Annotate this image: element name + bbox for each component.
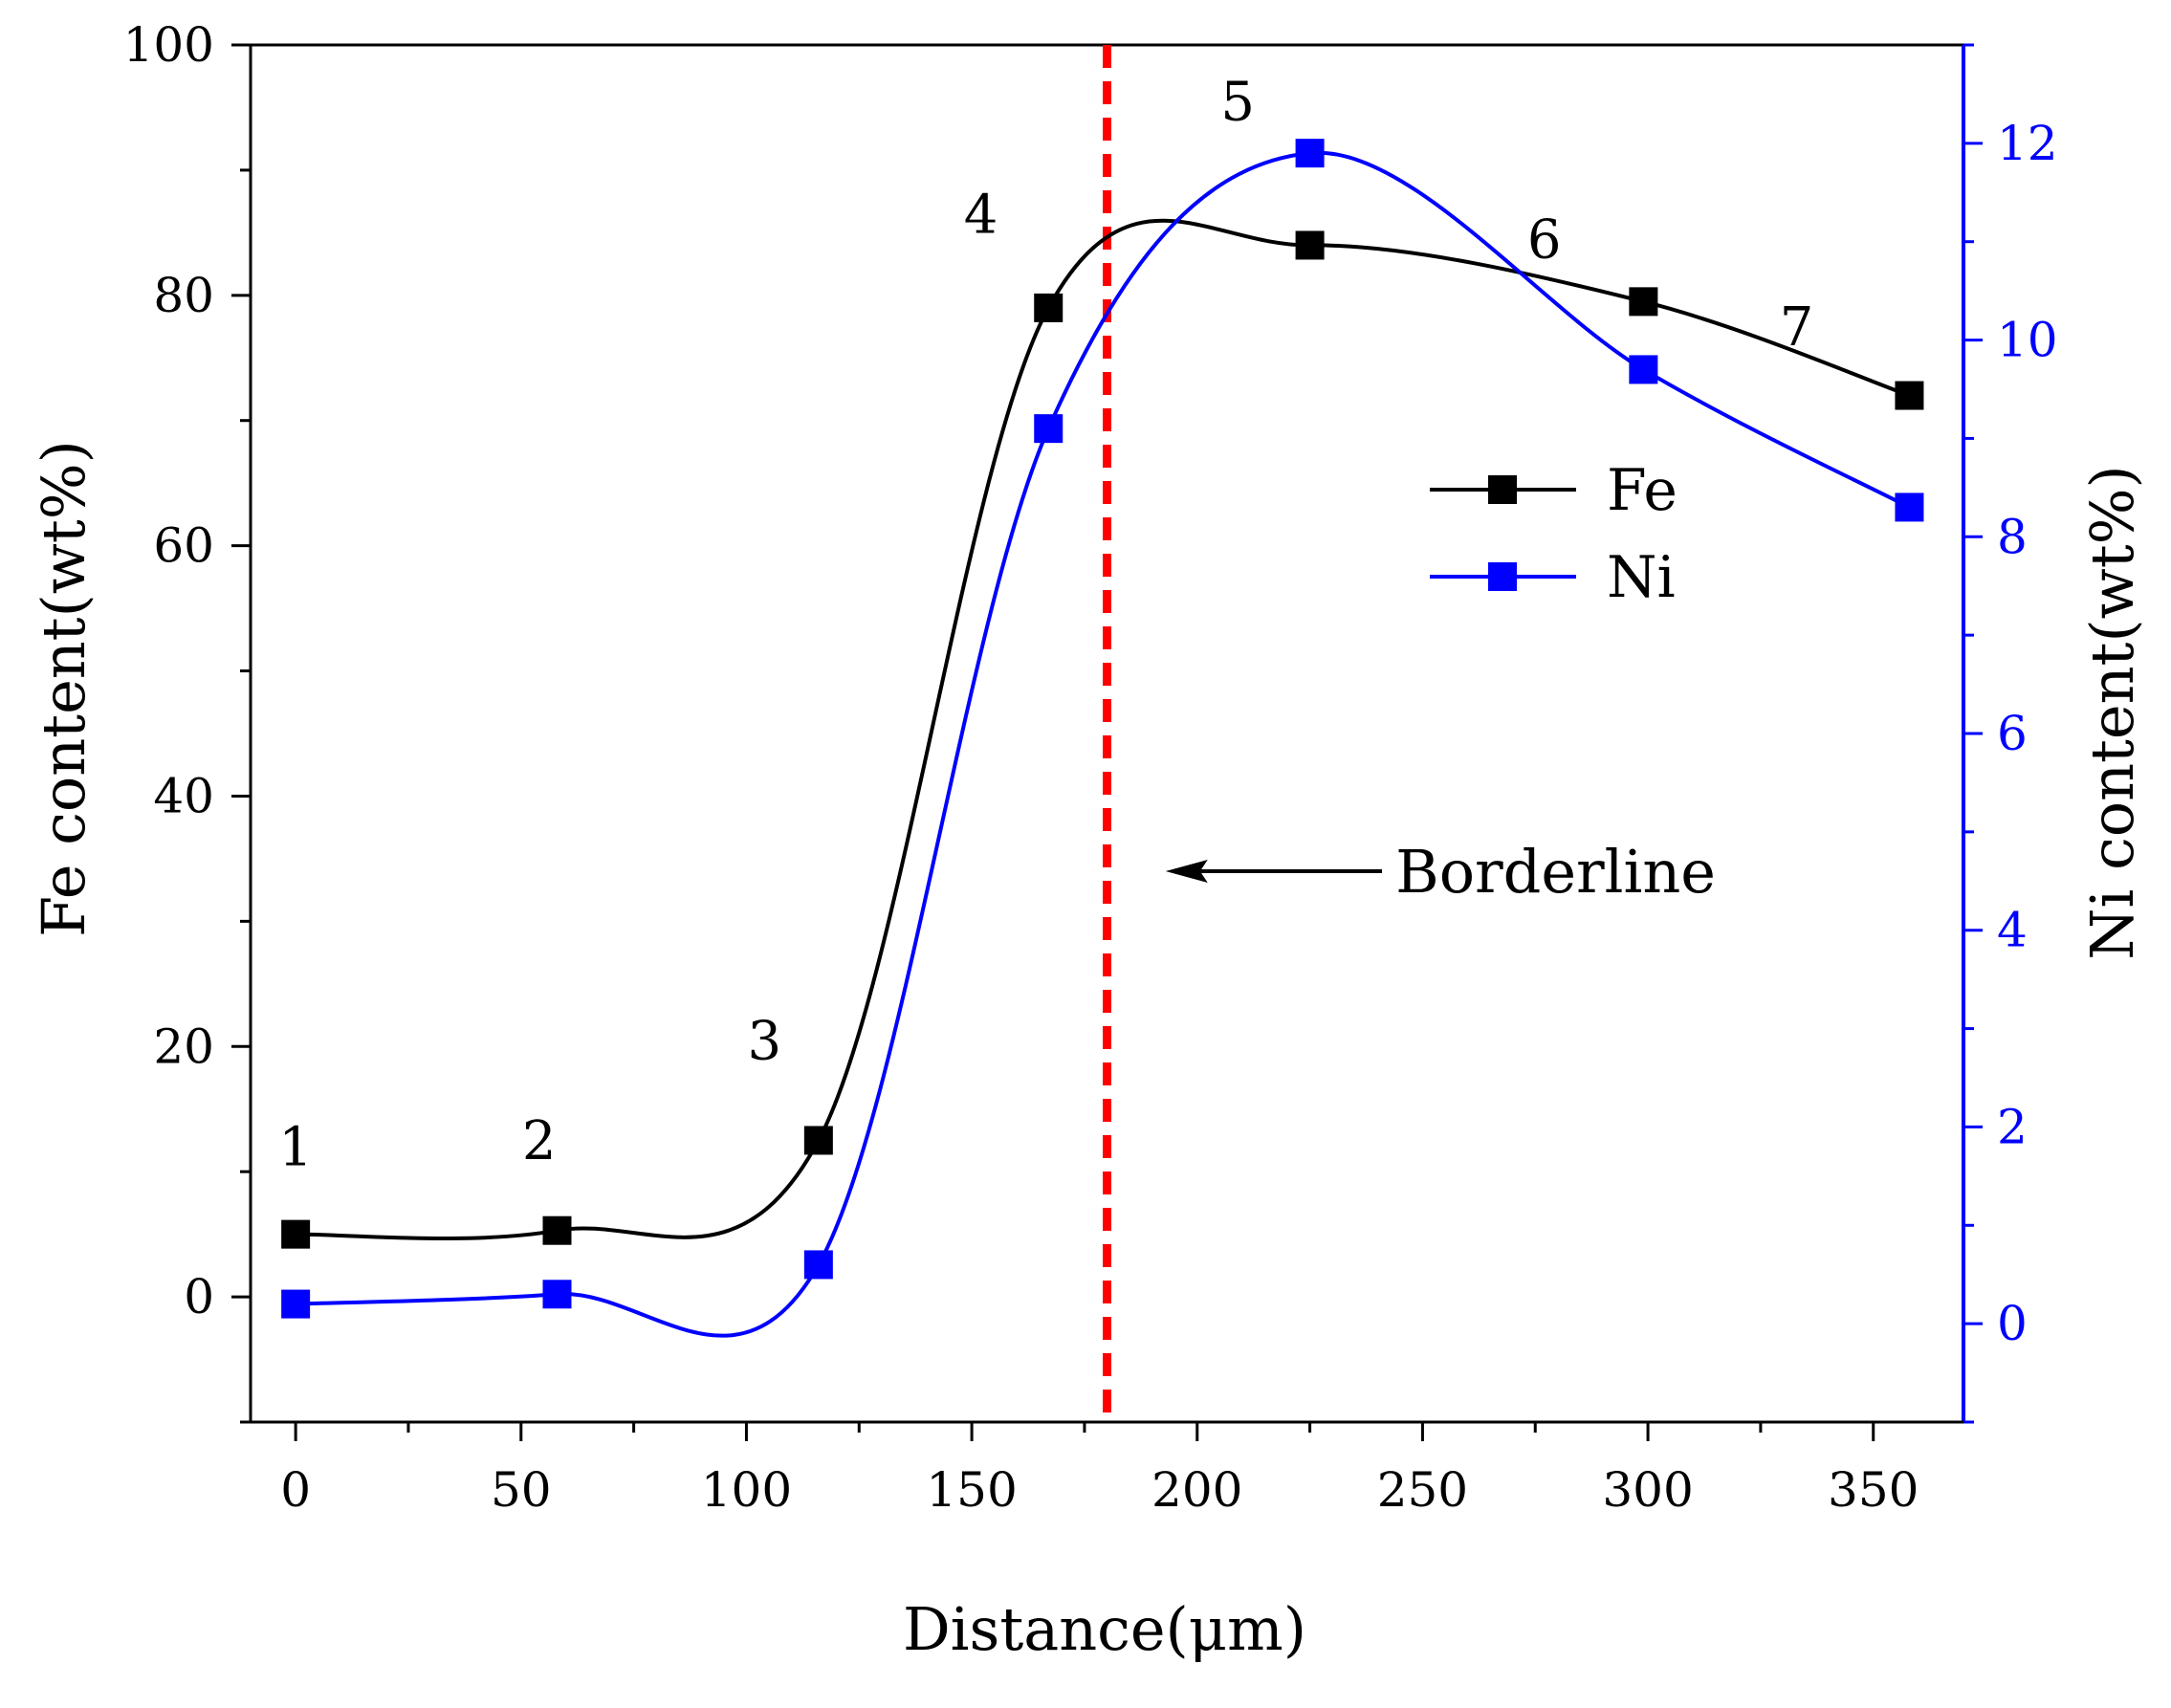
y-left-tick-label: 100 — [123, 17, 214, 73]
ni-data-point — [281, 1289, 311, 1319]
y-left-tick-label: 20 — [153, 1018, 214, 1074]
point-number-label: 2 — [522, 1110, 557, 1172]
ni-data-point — [542, 1280, 572, 1309]
legend: Fe Ni — [1430, 457, 1678, 611]
fe-data-point — [1034, 293, 1064, 322]
borderline-layer — [1103, 45, 1383, 1422]
left-axis: 0 20 40 60 80 100 — [123, 17, 252, 1424]
left-y-axis-title: Fe content(wt%) — [29, 440, 99, 937]
fe-data-point — [281, 1219, 311, 1249]
fe-series-line — [296, 218, 1911, 1240]
fe-data-point — [803, 1126, 833, 1155]
y-right-tick-label: 8 — [1997, 509, 2028, 564]
borderline-label: Borderline — [1395, 837, 1716, 907]
x-tick-label: 150 — [926, 1462, 1017, 1518]
x-axis-title: Distance(μm) — [903, 1594, 1306, 1664]
series-layer — [281, 139, 1924, 1338]
y-left-tick-label: 60 — [153, 518, 214, 574]
point-number-label: 4 — [964, 184, 998, 246]
y-right-tick-label: 2 — [1997, 1099, 2028, 1154]
x-tick-label: 350 — [1828, 1462, 1919, 1518]
y-right-tick-label: 0 — [1997, 1296, 2028, 1351]
y-right-tick-label: 12 — [1997, 116, 2058, 171]
point-number-label: 3 — [747, 1010, 781, 1072]
x-tick-label: 300 — [1602, 1462, 1693, 1518]
legend-fe-label: Fe — [1607, 457, 1678, 524]
y-right-tick-label: 6 — [1997, 706, 2028, 761]
ni-data-point — [1034, 414, 1064, 444]
point-number-label: 6 — [1527, 209, 1562, 272]
right-axis: 0 2 4 6 8 10 12 — [1962, 43, 2058, 1424]
right-y-axis-title: Ni content(wt%) — [2077, 465, 2147, 960]
x-tick-label: 200 — [1151, 1462, 1242, 1518]
point-label-layer: 1 2 3 4 5 6 7 — [278, 72, 1813, 1179]
y-right-tick-label: 10 — [1997, 313, 2058, 368]
legend-ni-marker — [1488, 562, 1517, 591]
ni-series-line — [296, 150, 1911, 1338]
point-number-label: 7 — [1780, 296, 1814, 359]
x-tick-label: 50 — [491, 1462, 552, 1518]
fe-data-point — [542, 1215, 572, 1245]
bottom-axis: 0 50 100 150 200 250 300 350 — [251, 1420, 1963, 1518]
ni-data-point — [1895, 493, 1924, 522]
y-left-tick-label: 40 — [153, 768, 214, 823]
y-left-tick-label: 80 — [153, 268, 214, 323]
borderline-arrow-head — [1165, 860, 1208, 883]
fe-data-point — [1629, 287, 1658, 317]
legend-fe-marker — [1488, 475, 1517, 504]
ni-data-point — [1629, 355, 1658, 384]
fe-data-point — [1295, 230, 1325, 260]
y-left-tick-label: 0 — [184, 1269, 214, 1325]
x-tick-label: 0 — [280, 1462, 311, 1518]
y-right-tick-label: 4 — [1997, 903, 2028, 958]
ni-data-point — [1295, 139, 1325, 168]
fe-data-point — [1895, 381, 1924, 410]
x-tick-label: 250 — [1377, 1462, 1468, 1518]
legend-ni-label: Ni — [1607, 544, 1676, 611]
ni-data-point — [803, 1250, 833, 1280]
point-number-label: 5 — [1220, 72, 1255, 134]
point-number-label: 1 — [278, 1117, 313, 1179]
x-tick-label: 100 — [701, 1462, 792, 1518]
